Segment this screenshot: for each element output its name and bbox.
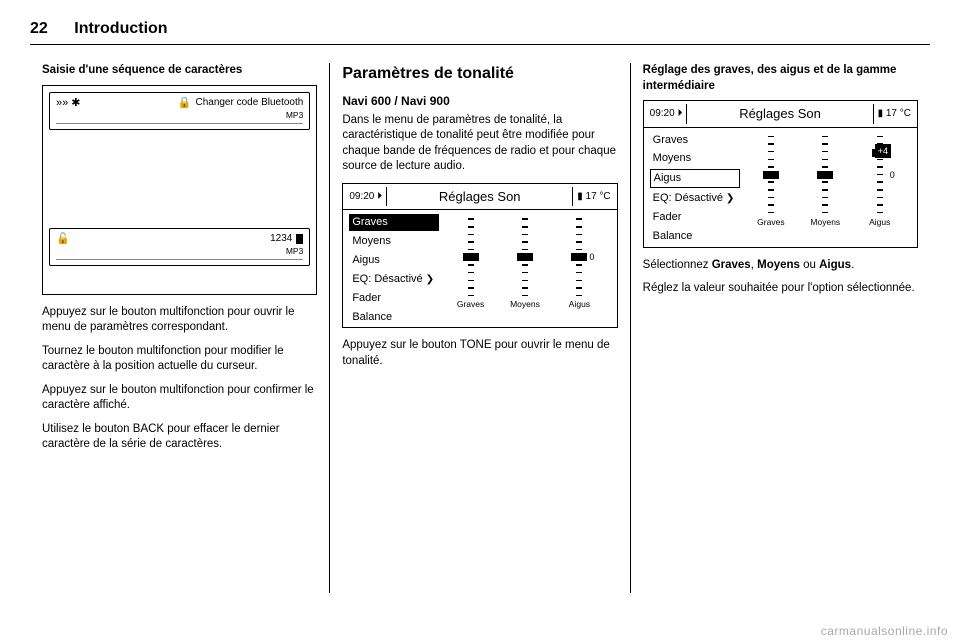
time-2: 09:20 ⏵ — [650, 107, 683, 121]
temp-1: ▮ 17 °C — [577, 190, 610, 204]
item-fader-1: Fader — [349, 290, 439, 307]
marker-graves-2 — [763, 171, 779, 179]
sliders-1: Graves Moyens — [439, 214, 610, 325]
item-balance-1: Balance — [349, 309, 439, 326]
time-1: 09:20 ⏵ — [349, 190, 382, 204]
item-graves-2: Graves — [650, 132, 740, 149]
chevron-bt-icon: »» ✱ — [56, 96, 81, 111]
col1-screenshot: »» ✱ 🔒 Changer code Bluetooth MP3 🔓 1234 — [42, 85, 317, 295]
cursor-icon — [296, 234, 303, 244]
page-number: 22 — [30, 20, 48, 38]
col3-p2: Réglez la valeur souhaitée pour l'option… — [643, 281, 918, 297]
menu-labels-1: Graves Moyens Aigus EQ: Désactivé ❯ Fade… — [349, 214, 439, 325]
col1-heading: Saisie d'une séquence de caractères — [42, 63, 317, 79]
menu-labels-2: Graves Moyens Aigus EQ: Désactivé ❯ Fade… — [650, 132, 740, 245]
item-moyens-2: Moyens — [650, 150, 740, 167]
col1-p3: Appuyez sur le bouton multifonction pour… — [42, 383, 317, 414]
col2-section: Paramètres de tonalité — [342, 63, 617, 85]
column-3: Réglage des graves, des aigus et de la g… — [631, 63, 930, 593]
slider-graves-1: Graves — [456, 218, 486, 325]
page-title: Introduction — [74, 20, 167, 38]
item-fader-2: Fader — [650, 209, 740, 226]
col3-p1: Sélectionnez Graves, Moyens ou Aigus. — [643, 258, 918, 274]
bluetooth-label: Changer code Bluetooth — [195, 96, 303, 110]
col1-p2: Tournez le bouton multifonction pour mod… — [42, 344, 317, 375]
item-eq-2: EQ: Désactivé ❯ — [650, 190, 740, 207]
column-2: Paramètres de tonalité Navi 600 / Navi 9… — [330, 63, 630, 593]
lock-icon: 🔒 — [178, 96, 192, 111]
mp3-label-2: MP3 — [56, 246, 303, 257]
zero-label-1: 0 — [589, 251, 594, 263]
page-header: 22 Introduction — [30, 20, 930, 45]
col1-p1: Appuyez sur le bouton multifonction pour… — [42, 305, 317, 336]
item-balance-2: Balance — [650, 228, 740, 245]
item-aigus-2: Aigus — [650, 169, 740, 188]
col2-subheading: Navi 600 / Navi 900 — [342, 93, 617, 109]
marker-moyens-2 — [817, 171, 833, 179]
marker-aigus-1 — [571, 253, 587, 261]
temp-2: ▮ 17 °C — [878, 107, 911, 121]
slider-moyens-2: Moyens — [810, 136, 840, 245]
column-1: Saisie d'une séquence de caractères »» ✱… — [30, 63, 330, 593]
slider-moyens-1: Moyens — [510, 218, 540, 325]
item-moyens-1: Moyens — [349, 233, 439, 250]
item-aigus-1: Aigus — [349, 252, 439, 269]
col1-p4: Utilisez le bouton BACK pour effacer le … — [42, 422, 317, 453]
col3-heading: Réglage des graves, des aigus et de la g… — [643, 63, 918, 94]
bluetooth-code-box: »» ✱ 🔒 Changer code Bluetooth MP3 — [49, 92, 310, 130]
marker-moyens-1 — [517, 253, 533, 261]
screen-title-1: Réglages Son — [386, 187, 573, 207]
zero-label-2: 0 — [890, 169, 895, 181]
value-badge: +4 — [875, 144, 891, 158]
code-entry-box: 🔓 1234 MP3 — [49, 228, 310, 266]
sliders-2: Graves Moyens — [740, 132, 911, 245]
slider-graves-2: Graves — [756, 136, 786, 245]
item-graves-1: Graves — [349, 214, 439, 231]
col2-intro: Dans le menu de paramètres de tonalité, … — [342, 113, 617, 175]
code-value: 1234 — [270, 232, 292, 246]
unlock-icon: 🔓 — [56, 232, 70, 247]
item-eq-1: EQ: Désactivé ❯ — [349, 271, 439, 288]
header-rule — [30, 44, 930, 45]
slider-aigus-1: 0 Aigus — [564, 218, 594, 325]
reglages-screen-1: 09:20 ⏵ Réglages Son ▮ 17 °C Graves Moye… — [342, 183, 617, 329]
screen-title-2: Réglages Son — [686, 104, 873, 124]
mp3-label-1: MP3 — [56, 110, 303, 121]
col2-caption: Appuyez sur le bouton TONE pour ouvrir l… — [342, 338, 617, 369]
marker-graves-1 — [463, 253, 479, 261]
watermark: carmanualsonline.info — [821, 624, 948, 638]
reglages-screen-2: 09:20 ⏵ Réglages Son ▮ 17 °C Graves Moye… — [643, 100, 918, 248]
